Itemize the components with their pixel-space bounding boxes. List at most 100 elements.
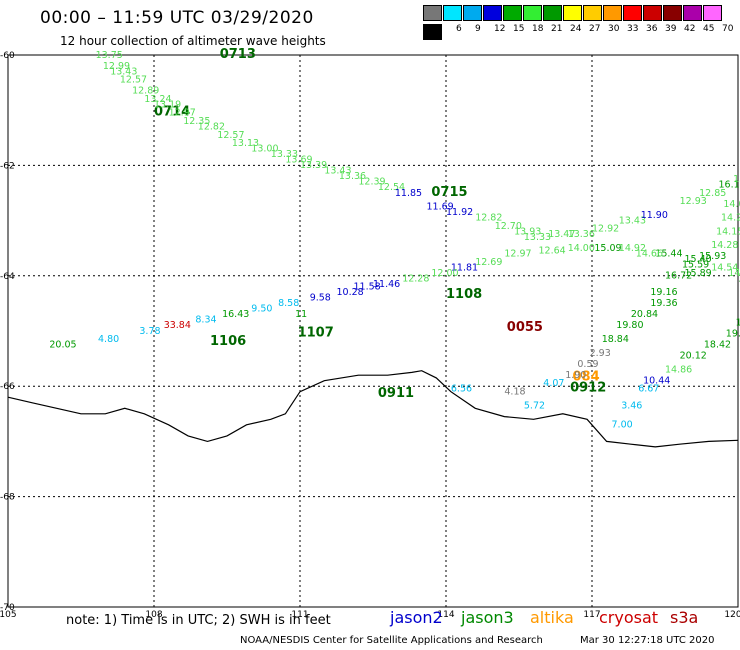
wave-height-label: 13.13 [232, 138, 259, 149]
track-time-label: 1108 [446, 287, 482, 302]
wave-height-label: 13.39 [300, 160, 327, 171]
wave-height-label: 12.85 [699, 188, 726, 199]
wave-height-label: 17 [736, 318, 740, 329]
color-scale-label: 39 [665, 24, 677, 34]
wave-height-label: 13.43 [619, 215, 646, 226]
lon-tick-label: 105 [0, 610, 17, 620]
wave-height-label: 15.40 [685, 254, 712, 265]
wave-height-label: 14.28 [711, 240, 738, 251]
track-time-label: 0911 [378, 386, 414, 401]
wave-height-label: 13.36 [339, 171, 366, 182]
wave-height-label: 11.90 [641, 210, 668, 221]
wave-height-label: 12.70 [495, 221, 522, 232]
wave-height-label: 16.72 [665, 271, 692, 282]
wave-height-label: 15.89 [685, 268, 712, 279]
lat-tick-label: -66 [0, 382, 15, 392]
color-scale-label: 6 [456, 24, 462, 34]
color-scale-label: 33 [627, 24, 639, 34]
wave-height-label: 20.84 [631, 309, 658, 320]
wave-height-label: 18.84 [602, 334, 629, 345]
coastline [7, 370, 739, 448]
lon-tick-label: 111 [291, 610, 308, 620]
color-scale-label: 18 [532, 24, 544, 34]
wave-height-label: 11.85 [395, 188, 422, 199]
wave-height-label: 15.59 [682, 260, 709, 271]
lon-tick-label: 108 [145, 610, 162, 620]
wave-height-label: 14.66 [636, 249, 663, 260]
color-scale-label: 3 [437, 24, 443, 34]
color-swatch [643, 5, 662, 21]
wave-height-label: 15.44 [655, 249, 682, 260]
credit-text: NOAA/NESDIS Center for Satellite Applica… [240, 635, 543, 646]
wave-height-label: 12.89 [132, 86, 159, 97]
wave-height-label: 13.43 [324, 166, 351, 177]
wave-height-label: 14.86 [665, 364, 692, 375]
wave-height-label: 13.19 [154, 99, 181, 110]
wave-height-label: 2.93 [590, 348, 611, 359]
wave-height-label: 13.75 [96, 50, 123, 61]
legend-altika: altika [530, 608, 574, 627]
legend-jason3: jason3 [461, 608, 514, 627]
track-time-label: 1107 [298, 326, 334, 341]
color-scale-label: 70 [722, 24, 734, 34]
wave-height-label: 12.28 [402, 273, 429, 284]
lat-tick-label: -60 [0, 51, 15, 61]
wave-height-label: 0.59 [577, 359, 598, 370]
tick-labels: 105 108 111 114 117 120 -60 -62 -64 -66 -68 -70 [0, 51, 740, 620]
wave-height-label: 16.17 [719, 180, 740, 191]
wave-height-label: 13.36 [568, 229, 595, 240]
wave-height-label: 11.46 [373, 279, 400, 290]
wave-height-label: 5.72 [524, 400, 545, 411]
track-time-label: 0713 [220, 47, 256, 62]
color-swatch [623, 5, 642, 21]
color-swatch [583, 5, 602, 21]
wave-height-label: 12.69 [475, 257, 502, 268]
wave-height-label: 14.08 [723, 199, 740, 210]
track-time-label: 0715 [431, 185, 467, 200]
color-scale-label: 24 [570, 24, 582, 34]
wave-height-label: 11.81 [451, 262, 478, 273]
wave-height-label: 12.39 [358, 177, 385, 188]
wave-height-label: 6.67 [638, 384, 659, 395]
wave-height-label: 19.3 [726, 329, 740, 340]
wave-height-label: 11 [295, 309, 307, 320]
note-text: note: 1) Time is in UTC; 2) SWH is in fe… [66, 613, 331, 628]
color-swatch [423, 5, 442, 21]
wave-height-label: 14.15 [716, 226, 740, 237]
wave-height-label: 33.84 [164, 320, 191, 331]
wave-height-label: 18.42 [704, 340, 731, 351]
wave-height-label: 7.00 [612, 420, 633, 431]
color-scale-label: 45 [703, 24, 715, 34]
lon-tick-label: 120 [724, 610, 740, 620]
color-swatch [683, 5, 702, 21]
wave-height-label: 16.43 [222, 309, 249, 320]
color-swatch [503, 5, 522, 21]
legend-jason2: jason2 [390, 608, 443, 627]
wave-height-label: 3.46 [621, 400, 642, 411]
color-swatch [563, 5, 582, 21]
wave-height-label: 12.97 [504, 249, 531, 260]
wave-height-label: 12.57 [217, 130, 244, 141]
lon-tick-label: 114 [437, 610, 454, 620]
wave-height-label: 14.00 [568, 243, 595, 254]
color-swatch [603, 5, 622, 21]
color-scale-label: 9 [475, 24, 481, 34]
lat-tick-label: -68 [0, 493, 15, 503]
wave-height-label: 14.46 [728, 268, 740, 279]
wave-height-label: 4.80 [98, 334, 119, 345]
color-swatch [463, 5, 482, 21]
lon-tick-label: 117 [583, 610, 600, 620]
track-time-label: 0714 [154, 105, 190, 120]
lat-tick-label: -70 [0, 603, 15, 613]
wave-height-label: 13.24 [144, 94, 171, 105]
color-swatch [483, 5, 502, 21]
color-scale-label: 36 [646, 24, 658, 34]
color-swatch [523, 5, 542, 21]
wave-height-label: 13.43 [110, 66, 137, 77]
color-swatch [703, 5, 722, 21]
color-swatch [443, 5, 462, 21]
wave-height-label: 8.58 [278, 298, 299, 309]
wave-height-label: 3.78 [139, 326, 160, 337]
